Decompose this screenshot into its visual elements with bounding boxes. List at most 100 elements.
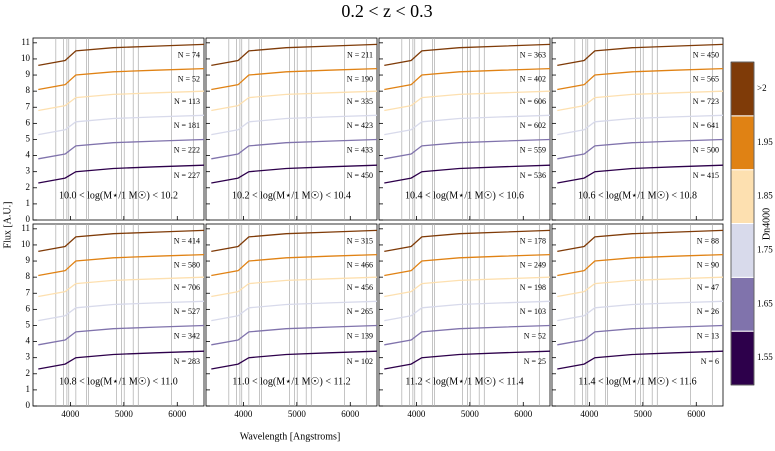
- y-axis-label: Flux [A.U.]: [2, 202, 13, 249]
- y-tick-label: 8: [26, 271, 31, 281]
- sample-count-label: N = 602: [520, 121, 546, 130]
- sample-count-label: N = 198: [520, 283, 546, 292]
- sample-count-label: N = 181: [174, 121, 200, 130]
- mass-range-label: 11.2 < log(M⋆/1 M☉) < 11.4: [405, 376, 523, 387]
- x-tick-label: 5000: [634, 409, 653, 419]
- sample-count-label: N = 283: [174, 357, 200, 366]
- y-tick-label: 7: [26, 101, 31, 111]
- colorbar-segment: [730, 276, 755, 332]
- panel-frame: [205, 37, 378, 221]
- spectrum-line: [384, 67, 551, 91]
- x-tick-label: 4000: [234, 409, 253, 419]
- figure-title: 0.2 < z < 0.3: [341, 1, 432, 21]
- sample-count-label: N = 74: [178, 50, 200, 59]
- y-tick-label: 4: [26, 336, 31, 346]
- y-tick-label: 3: [26, 166, 31, 176]
- panel-frame: [205, 223, 378, 407]
- spectrum-line: [211, 164, 378, 184]
- x-tick-label: 5000: [288, 409, 307, 419]
- y-tick-label: 5: [26, 134, 31, 144]
- sample-count-label: N = 52: [178, 74, 200, 83]
- y-tick-label: 4: [26, 150, 31, 160]
- sample-count-label: N = 190: [347, 74, 373, 83]
- sample-count-label: N = 415: [693, 171, 719, 180]
- sample-count-label: N = 26: [697, 307, 719, 316]
- panel-frame: [378, 223, 551, 407]
- x-axis-label: Wavelength [Angstroms]: [240, 431, 341, 442]
- mass-range-label: 11.0 < log(M⋆/1 M☉) < 11.2: [232, 376, 350, 387]
- spectrum-line: [211, 229, 378, 253]
- colorbar-label: Dn4000: [761, 208, 772, 240]
- colorbar-tick-label: 1.75: [757, 244, 773, 254]
- spectrum-line: [384, 324, 551, 346]
- colorbar-tick-label: 1.95: [757, 137, 773, 147]
- y-tick-label: 10: [21, 53, 31, 63]
- colorbar-segment: [730, 169, 755, 225]
- spectrum-line: [38, 114, 205, 136]
- sample-count-label: N = 227: [174, 171, 200, 180]
- colorbar-tick-label: 1.55: [757, 352, 773, 362]
- spectrum-line: [211, 276, 378, 298]
- x-tick-label: 5000: [461, 409, 480, 419]
- y-tick-label: 6: [26, 117, 31, 127]
- spectrum-line: [211, 114, 378, 136]
- sample-count-label: N = 90: [697, 260, 719, 269]
- y-tick-label: 0: [26, 400, 31, 410]
- sample-count-label: N = 13: [697, 331, 719, 340]
- spectrum-line: [38, 67, 205, 91]
- spectrum-line: [384, 43, 551, 67]
- spectrum-line: [384, 276, 551, 298]
- colorbar-tick-label: >2: [757, 83, 767, 93]
- y-tick-label: 1: [26, 198, 31, 208]
- panel-frame: [551, 37, 724, 221]
- spectrum-line: [38, 300, 205, 322]
- sample-count-label: N = 47: [697, 283, 719, 292]
- spectrum-line: [557, 350, 724, 370]
- mass-range-label: 10.2 < log(M⋆/1 M☉) < 10.4: [232, 190, 351, 201]
- spectrum-line: [38, 324, 205, 346]
- spectrum-line: [557, 43, 724, 67]
- y-tick-label: 7: [26, 287, 31, 297]
- y-tick-label: 10: [21, 239, 31, 249]
- mass-range-label: 11.4 < log(M⋆/1 M☉) < 11.6: [578, 376, 696, 387]
- y-tick-label: 8: [26, 85, 31, 95]
- x-tick-label: 6000: [168, 409, 187, 419]
- spectrum-line: [384, 138, 551, 160]
- spectrum-line: [211, 253, 378, 277]
- sample-count-label: N = 706: [174, 283, 200, 292]
- sample-count-label: N = 559: [520, 145, 546, 154]
- sample-count-label: N = 500: [693, 145, 719, 154]
- sample-count-label: N = 423: [347, 121, 373, 130]
- colorbar-segment: [730, 223, 755, 278]
- spectrum-line: [384, 229, 551, 253]
- y-tick-label: 3: [26, 352, 31, 362]
- mass-range-label: 10.4 < log(M⋆/1 M☉) < 10.6: [405, 190, 524, 201]
- colorbar-segment: [730, 330, 755, 386]
- y-tick-label: 2: [26, 368, 31, 378]
- panel-frame: [32, 37, 205, 221]
- mass-range-label: 10.8 < log(M⋆/1 M☉) < 11.0: [59, 376, 178, 387]
- y-tick-label: 1: [26, 384, 31, 394]
- colorbar-tick-label: 1.65: [757, 298, 773, 308]
- x-tick-label: 6000: [341, 409, 360, 419]
- sample-count-label: N = 580: [174, 260, 200, 269]
- sample-count-label: N = 102: [347, 357, 373, 366]
- spectrum-line: [557, 138, 724, 160]
- y-tick-label: 6: [26, 303, 31, 313]
- sample-count-label: N = 222: [174, 145, 200, 154]
- spectrum-line: [384, 253, 551, 277]
- spectrum-line: [211, 350, 378, 370]
- spectrum-line: [557, 253, 724, 277]
- sample-count-label: N = 88: [697, 236, 719, 245]
- spectrum-line: [211, 138, 378, 160]
- x-tick-label: 5000: [115, 409, 134, 419]
- mass-range-label: 10.6 < log(M⋆/1 M☉) < 10.8: [578, 190, 697, 201]
- colorbar-segment: [730, 115, 755, 171]
- spectrum-line: [211, 90, 378, 112]
- spectrum-line: [384, 164, 551, 184]
- sample-count-label: N = 402: [520, 74, 546, 83]
- spectrum-line: [557, 90, 724, 112]
- panel-frame: [32, 223, 205, 407]
- spectrum-line: [557, 114, 724, 136]
